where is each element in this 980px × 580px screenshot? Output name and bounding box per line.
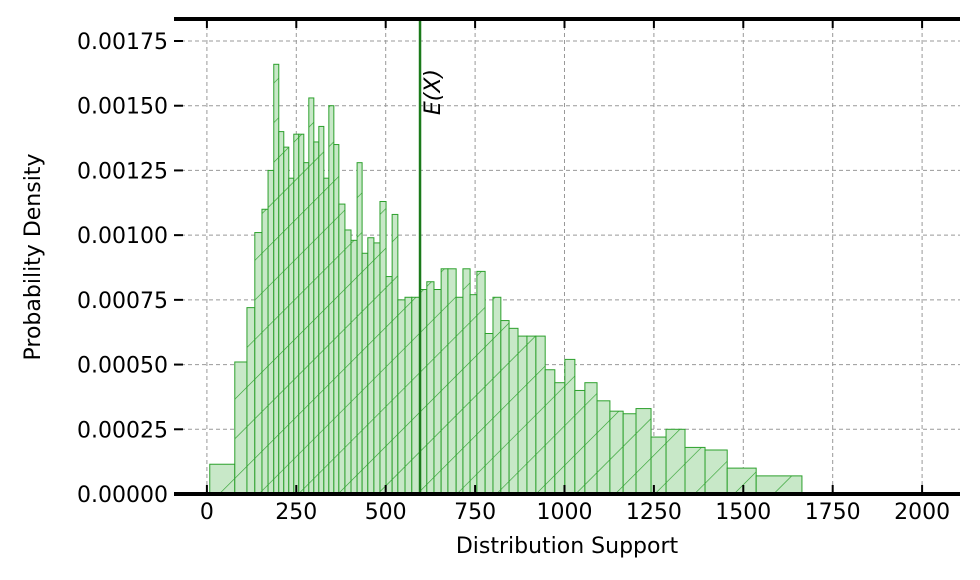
bar-hatch	[267, 169, 275, 495]
bar-hatch	[517, 335, 528, 495]
bar-hatch	[433, 289, 442, 495]
bar-hatch	[318, 125, 325, 495]
bar-hatch	[404, 296, 413, 495]
bar-hatch	[508, 327, 519, 495]
bar-hatch	[704, 449, 728, 495]
bar-hatch	[356, 162, 363, 495]
bar-hatch	[298, 133, 305, 495]
y-tick-label: 0.00000	[77, 483, 168, 508]
bar-hatch	[367, 237, 375, 495]
x-tick-label: 1250	[626, 500, 682, 525]
bar-hatch	[426, 281, 435, 495]
bar-hatch	[278, 131, 285, 495]
bar-hatch	[254, 232, 263, 495]
bar-hatch	[544, 369, 556, 495]
bars	[209, 63, 923, 495]
bar-hatch	[526, 335, 537, 495]
x-tick-label: 1750	[805, 500, 861, 525]
overlay: 0 250 500 750 1000 1250 1500 1750 2000 0.00000 0.0…	[77, 17, 960, 525]
x-tick-label: 1000	[536, 500, 592, 525]
bar-hatch	[440, 268, 449, 495]
x-tick-label: 750	[454, 500, 496, 525]
bar-hatch	[484, 333, 494, 495]
bar-hatch	[308, 97, 315, 495]
x-tick-label: 500	[365, 500, 407, 525]
bar-hatch	[361, 252, 369, 495]
bar-hatch	[726, 467, 757, 495]
bar-hatch	[469, 294, 478, 495]
bar-hatch	[338, 203, 346, 495]
bar-hatch	[385, 276, 393, 495]
bar-hatch	[328, 105, 335, 495]
bar-hatch	[288, 177, 295, 495]
y-tick-label: 0.00100	[77, 224, 168, 249]
x-tick-label: 1500	[715, 500, 771, 525]
bar-hatch	[447, 268, 457, 495]
bar-hatch	[684, 446, 706, 495]
bar-hatch	[379, 200, 387, 495]
bar-hatch	[755, 475, 803, 495]
bar-hatch	[303, 162, 310, 495]
x-tick-label: 0	[200, 500, 214, 525]
bar-hatch	[350, 239, 358, 495]
bar-hatch	[397, 299, 406, 495]
bar-hatch	[622, 413, 637, 495]
bar-hatch	[535, 335, 546, 495]
bar-hatch	[344, 229, 352, 495]
x-axis-label: Distribution Support	[456, 534, 679, 559]
bar-hatch	[283, 146, 290, 495]
bar-hatch	[574, 389, 586, 495]
bar-hatch	[455, 296, 464, 495]
bar-hatch	[209, 463, 236, 495]
bar-hatch	[391, 213, 399, 495]
bar-hatch	[584, 382, 598, 495]
y-tick-label: 0.00125	[77, 159, 168, 184]
bar-hatch	[293, 133, 300, 495]
bar-hatch	[234, 361, 248, 495]
bar-hatch	[635, 408, 652, 495]
bar-hatch	[373, 242, 381, 495]
bar-hatch	[261, 208, 269, 495]
y-tick-label: 0.00075	[77, 289, 168, 314]
y-tick-label: 0.00175	[77, 30, 168, 55]
bar-hatch	[554, 382, 566, 495]
bar-hatch	[273, 63, 280, 495]
x-tick-label: 2000	[894, 500, 950, 525]
bar-hatch	[492, 296, 502, 495]
bar-hatch	[246, 307, 256, 495]
y-tick-label: 0.00025	[77, 418, 168, 443]
bar-hatch	[665, 428, 686, 495]
bar-hatch	[313, 141, 320, 495]
bar-hatch	[609, 410, 624, 495]
bar-hatch	[462, 268, 471, 495]
y-tick-label: 0.00050	[77, 354, 168, 379]
bar-hatch	[596, 400, 611, 495]
mean-label: E(X)	[421, 69, 446, 115]
bar-hatch	[500, 320, 510, 495]
y-tick-label: 0.00150	[77, 95, 168, 120]
bar-hatch	[333, 144, 340, 495]
y-axis-label: Probability Density	[21, 154, 46, 361]
bar-hatch	[323, 177, 330, 495]
bar-hatch	[476, 270, 486, 495]
bar-hatch	[564, 358, 576, 495]
x-tick-label: 250	[275, 500, 317, 525]
